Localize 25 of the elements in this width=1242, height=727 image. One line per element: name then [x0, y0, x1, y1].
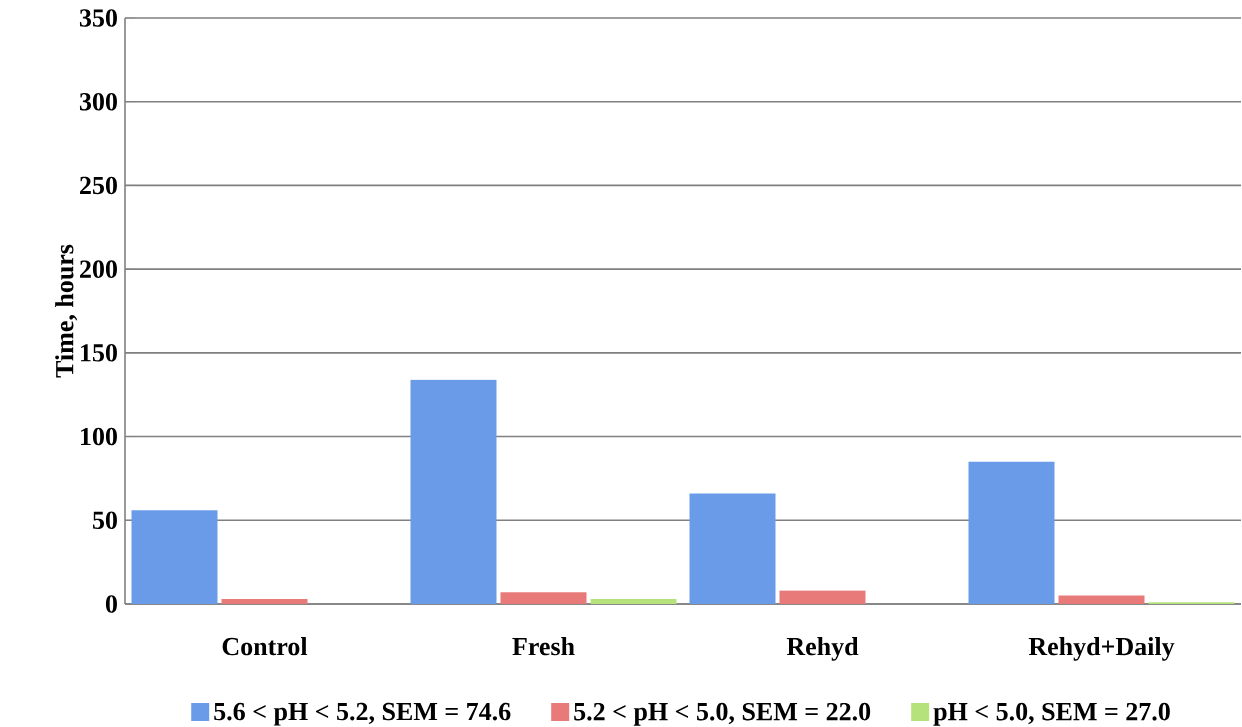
y-tick-label: 350 — [79, 9, 117, 27]
bar — [131, 510, 218, 604]
bar — [221, 598, 308, 604]
bar — [590, 598, 677, 604]
y-tick-label: 200 — [80, 260, 117, 278]
y-tick-label: 300 — [79, 92, 117, 111]
legend-label: pH < 5.0, SEM = 27.0 — [933, 702, 1170, 726]
y-tick-label: 100 — [81, 427, 117, 446]
y-tick-label: 150 — [81, 344, 117, 362]
y-tick-label: 50 — [92, 511, 117, 530]
bar — [968, 461, 1055, 604]
x-tick-label: Rehyd+Daily — [1028, 637, 1175, 661]
bar — [689, 493, 776, 604]
x-tick-label: Control — [222, 637, 308, 656]
bar — [779, 590, 866, 604]
bar — [1058, 595, 1145, 604]
x-tick-label: Fresh — [512, 637, 575, 656]
y-tick-label: 250 — [80, 176, 117, 195]
bar — [410, 379, 497, 604]
y-axis-title: Time, hours — [55, 244, 78, 378]
x-tick-label: Rehyd — [786, 637, 859, 661]
legend-label: 5.6 < pH < 5.2, SEM = 74.6 — [214, 702, 511, 726]
y-tick-label: 0 — [105, 595, 117, 613]
bar — [500, 592, 587, 604]
legend-label: 5.2 < pH < 5.0, SEM = 22.0 — [574, 702, 871, 726]
